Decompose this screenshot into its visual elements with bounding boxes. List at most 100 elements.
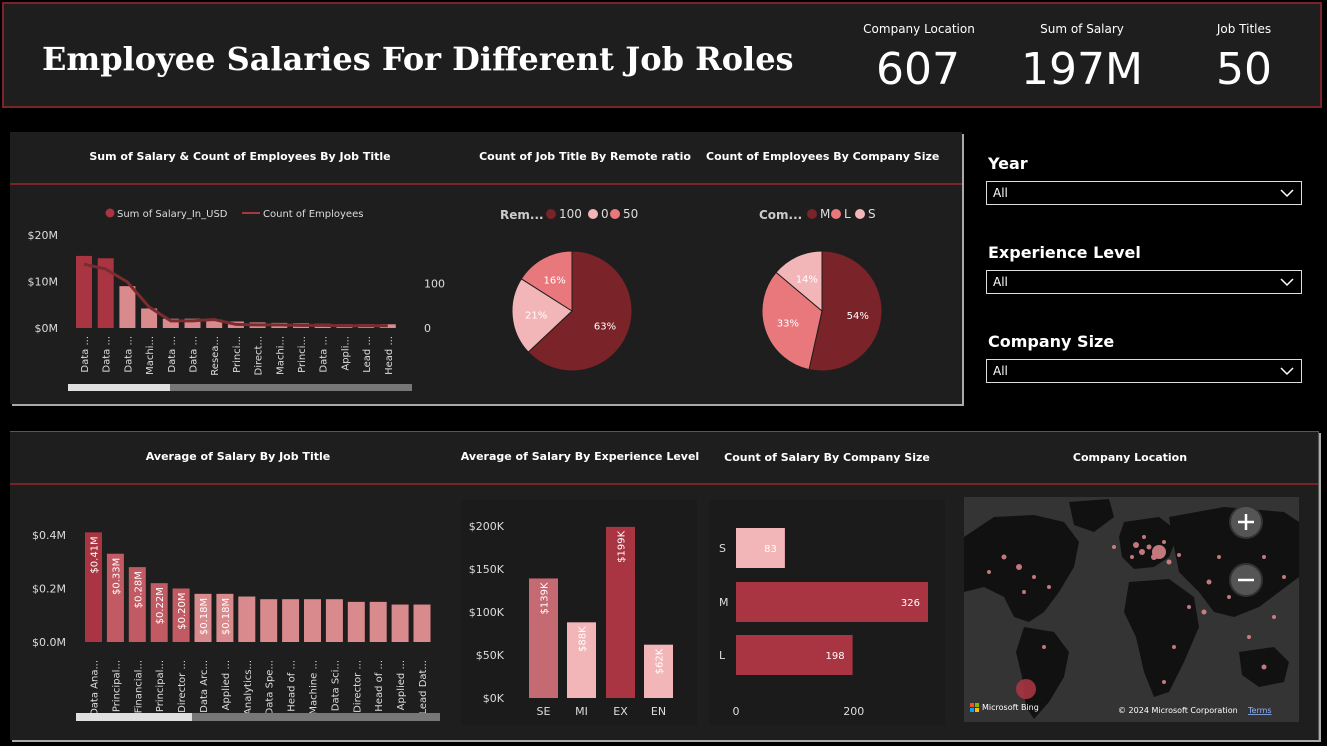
avgexp-bar[interactable] <box>529 578 558 698</box>
avgjob-bar[interactable] <box>216 593 234 642</box>
countsize-data-label: 198 <box>826 651 845 662</box>
avgjob-x-label: Data Arc... <box>199 660 210 713</box>
kpi-job-titles-label: Job Titles <box>1216 22 1272 36</box>
pie-legend-marker <box>588 209 598 219</box>
avgjob-bar[interactable] <box>150 583 168 642</box>
avg-salary-experience-chart[interactable]: $200K $150K $100K $50K $0K $139K $88K $199K $62… <box>462 500 697 725</box>
countsize-data-label: 326 <box>901 598 920 609</box>
slicer-experience-label: Experience Level <box>988 243 1141 262</box>
avgexp-bar[interactable] <box>606 526 635 698</box>
count-size-chart-title: Count of Salary By Company Size <box>724 451 930 464</box>
avgjob-bar[interactable] <box>391 604 409 642</box>
combo-x-label: Data ... <box>167 336 178 373</box>
combo-bar[interactable] <box>97 258 114 328</box>
pie-slice[interactable] <box>527 250 633 372</box>
countsize-bar[interactable] <box>736 528 785 568</box>
header-banner <box>2 2 1322 108</box>
avgjob-bar[interactable] <box>172 588 190 643</box>
avgjob-x-label: Data Ana... <box>90 660 101 716</box>
avgjob-bar[interactable] <box>85 532 102 642</box>
countsize-y-label: S <box>719 542 726 555</box>
avgjob-x-label: Head of ... <box>374 660 385 712</box>
avgexp-x-label: EX <box>613 705 628 718</box>
avgjob-bar[interactable] <box>325 599 343 642</box>
avgjob-bar[interactable] <box>260 599 278 642</box>
avgexp-y-tick: $50K <box>476 649 505 662</box>
avgjob-scrollbar-track[interactable] <box>76 713 440 721</box>
size-legend-title: Com... <box>759 208 802 222</box>
avgjob-bar[interactable] <box>369 601 387 642</box>
avgexp-x-label: MI <box>575 705 588 718</box>
combo-bar[interactable] <box>184 318 201 328</box>
zoom-out-button[interactable] <box>1229 563 1263 597</box>
slicer-year-dropdown[interactable]: All <box>986 181 1302 205</box>
chevron-down-icon <box>1280 367 1294 376</box>
combo-x-label: Head ... <box>384 336 395 375</box>
slicer-company-size-label: Company Size <box>988 332 1115 351</box>
avgexp-bar[interactable] <box>644 644 673 698</box>
avgjob-x-label: Head of ... <box>287 660 298 712</box>
map-terms-link[interactable]: Terms <box>1247 706 1272 715</box>
avgjob-bar[interactable] <box>106 553 124 642</box>
kpi-job-titles-value: 50 <box>1216 44 1272 95</box>
company-location-map[interactable]: Microsoft Bing © 2024 Microsoft Corporat… <box>964 497 1299 722</box>
avgjob-bar[interactable] <box>238 596 256 642</box>
kpi-sum-salary-value: 197M <box>1021 44 1143 95</box>
combo-bar[interactable] <box>141 308 158 328</box>
pie-slice[interactable] <box>511 278 573 353</box>
avg-exp-chart-title: Average of Salary By Experience Level <box>460 450 700 463</box>
avgjob-x-label: Director ... <box>352 660 363 713</box>
avgjob-data-label: $0.18M <box>199 598 210 635</box>
combo-x-label: Direct... <box>254 336 265 375</box>
combo-scrollbar-thumb[interactable] <box>68 384 170 391</box>
countsize-x-tick: 0 <box>733 705 740 718</box>
avg-salary-job-title-chart[interactable]: $0.4M $0.2M $0.0M $0.41M $0.33M $0.28M $0.22M… <box>28 500 448 725</box>
combo-scrollbar-track[interactable] <box>68 384 412 391</box>
avgexp-x-label: SE <box>537 705 551 718</box>
avgjob-bar[interactable] <box>282 599 300 642</box>
avgjob-data-label: $0.41M <box>90 536 101 573</box>
avgjob-x-label: Applied ... <box>396 660 407 710</box>
avgjob-scrollbar-thumb[interactable] <box>76 713 192 721</box>
pie-legend-label: M <box>820 207 830 221</box>
avgjob-x-label: Machine ... <box>309 660 320 715</box>
combo-bar[interactable] <box>206 319 223 328</box>
combo-y2-tick: 0 <box>424 322 431 335</box>
pie-slice[interactable] <box>775 250 823 313</box>
map-asia <box>1169 507 1299 617</box>
avgjob-bar[interactable] <box>128 567 146 642</box>
pie-legend-marker <box>546 209 556 219</box>
combo-bar[interactable] <box>162 318 179 328</box>
pie-legend-label: L <box>844 207 851 221</box>
pie-slice[interactable] <box>761 271 823 371</box>
remote-ratio-pie-chart[interactable]: Rem... 100 0 50 63% 21% 16% <box>470 195 700 385</box>
pie-slice[interactable] <box>520 250 573 312</box>
countsize-bar[interactable] <box>736 582 928 622</box>
avgjob-bar[interactable] <box>304 599 321 642</box>
slicer-company-size-dropdown[interactable]: All <box>986 359 1302 383</box>
slicer-experience-dropdown[interactable]: All <box>986 270 1302 294</box>
combo-bar[interactable] <box>119 286 136 328</box>
combo-bar[interactable] <box>76 255 92 328</box>
pie-data-label: 63% <box>594 321 616 332</box>
avgjob-bar[interactable] <box>347 601 365 642</box>
pie-slice[interactable] <box>808 250 883 372</box>
countsize-bar[interactable] <box>736 635 853 675</box>
combo-chart[interactable]: Sum of Salary_In_USD Count of Employees … <box>10 195 450 400</box>
avgjob-y-tick: $0.0M <box>32 636 66 649</box>
count-salary-company-size-chart[interactable]: S 83 M 326 L 198 0 200 <box>710 500 945 725</box>
kpi-sum-salary-label: Sum of Salary <box>1040 22 1124 36</box>
avgjob-x-label: Analytics... <box>243 660 254 715</box>
combo-x-label: Data ... <box>102 336 113 373</box>
avgexp-y-tick: $150K <box>469 563 505 576</box>
avgjob-bar[interactable] <box>413 604 431 642</box>
avgjob-bar[interactable] <box>194 593 212 642</box>
avgjob-data-label: $0.33M <box>111 558 122 595</box>
avgexp-x-label: EN <box>651 705 666 718</box>
countsize-y-label: M <box>719 596 729 609</box>
avgexp-y-tick: $100K <box>469 606 505 619</box>
zoom-in-button[interactable] <box>1229 505 1263 539</box>
avgexp-bar[interactable] <box>567 622 596 698</box>
combo-x-label: Appli... <box>340 336 351 371</box>
